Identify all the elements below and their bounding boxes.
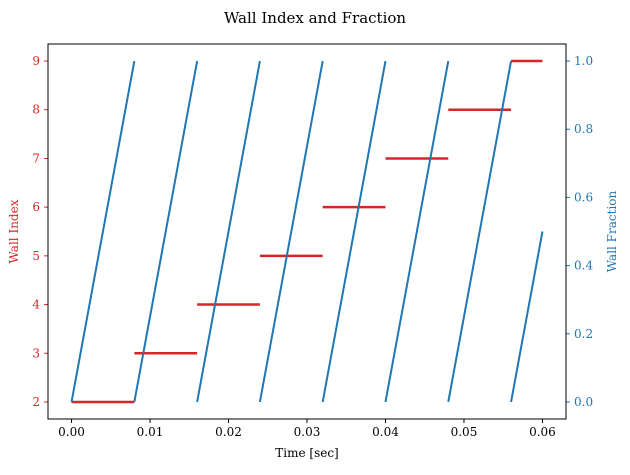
y-right-tick-label: 0.8 [574,122,593,136]
y-right-tick-label: 0.4 [574,259,593,273]
y-left-tick-label: 8 [32,103,40,117]
y-axis-left: 2 3 4 5 6 7 8 9 [32,54,48,409]
x-tick-label: 0.06 [529,425,556,439]
wall-fraction-segment [384,60,450,403]
y-axis-right-label: Wall Fraction [605,190,619,272]
wall-fraction-segment [321,60,387,403]
wall-fraction-segment [258,60,324,403]
x-tick-label: 0.00 [58,425,85,439]
y-left-tick-label: 9 [32,54,40,68]
wall-fraction-segment [133,60,199,403]
y-left-tick-label: 2 [32,395,40,409]
x-tick-label: 0.05 [451,425,478,439]
y-right-tick-label: 1.0 [574,54,593,68]
plot-area [70,59,544,404]
y-left-tick-label: 4 [32,298,40,312]
wall-fraction-segment [196,60,261,403]
wall-fraction-segment [510,231,544,403]
y-left-tick-label: 5 [32,249,40,263]
y-left-tick-label: 7 [32,151,40,165]
y-right-tick-label: 0.0 [574,395,593,409]
wall-fraction-series [70,60,544,403]
plot-frame [47,43,567,420]
y-right-tick-label: 0.6 [574,190,593,204]
y-right-tick-label: 0.2 [574,327,593,341]
wall-fraction-segment [447,60,513,403]
y-left-tick-label: 3 [32,346,40,360]
x-tick-label: 0.02 [215,425,242,439]
chart-title: Wall Index and Fraction [224,9,406,27]
y-left-tick-label: 6 [32,200,40,214]
wall-fraction-segment [70,60,136,403]
x-axis-label: Time [sec] [275,446,338,460]
y-axis-right: 0.0 0.2 0.4 0.6 0.8 1.0 [566,54,593,409]
x-tick-label: 0.01 [137,425,164,439]
x-tick-label: 0.03 [294,425,321,439]
x-tick-label: 0.04 [372,425,399,439]
x-axis: 0.00 0.01 0.02 0.03 0.04 0.05 0.06 [58,419,556,439]
y-axis-left-label: Wall Index [7,199,21,263]
wall-index-series [71,59,543,404]
